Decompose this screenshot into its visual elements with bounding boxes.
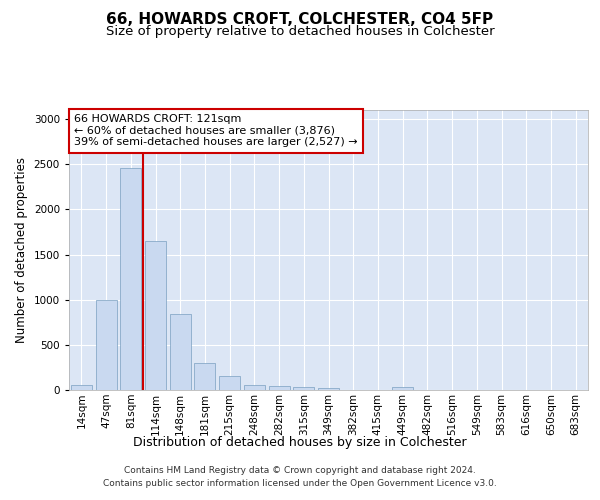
Bar <box>145 241 166 390</box>
Bar <box>170 314 191 390</box>
Bar <box>194 364 215 390</box>
Bar <box>120 168 141 390</box>
Bar <box>318 388 339 390</box>
Text: Size of property relative to detached houses in Colchester: Size of property relative to detached ho… <box>106 25 494 38</box>
Text: 66 HOWARDS CROFT: 121sqm
← 60% of detached houses are smaller (3,876)
39% of sem: 66 HOWARDS CROFT: 121sqm ← 60% of detach… <box>74 114 358 148</box>
Bar <box>293 388 314 390</box>
Text: Contains HM Land Registry data © Crown copyright and database right 2024.
Contai: Contains HM Land Registry data © Crown c… <box>103 466 497 487</box>
Text: Distribution of detached houses by size in Colchester: Distribution of detached houses by size … <box>133 436 467 449</box>
Bar <box>244 385 265 390</box>
Bar <box>392 388 413 390</box>
Text: 66, HOWARDS CROFT, COLCHESTER, CO4 5FP: 66, HOWARDS CROFT, COLCHESTER, CO4 5FP <box>106 12 494 28</box>
Bar <box>219 376 240 390</box>
Bar <box>95 300 116 390</box>
Y-axis label: Number of detached properties: Number of detached properties <box>15 157 28 343</box>
Bar <box>71 384 92 390</box>
Bar <box>269 386 290 390</box>
